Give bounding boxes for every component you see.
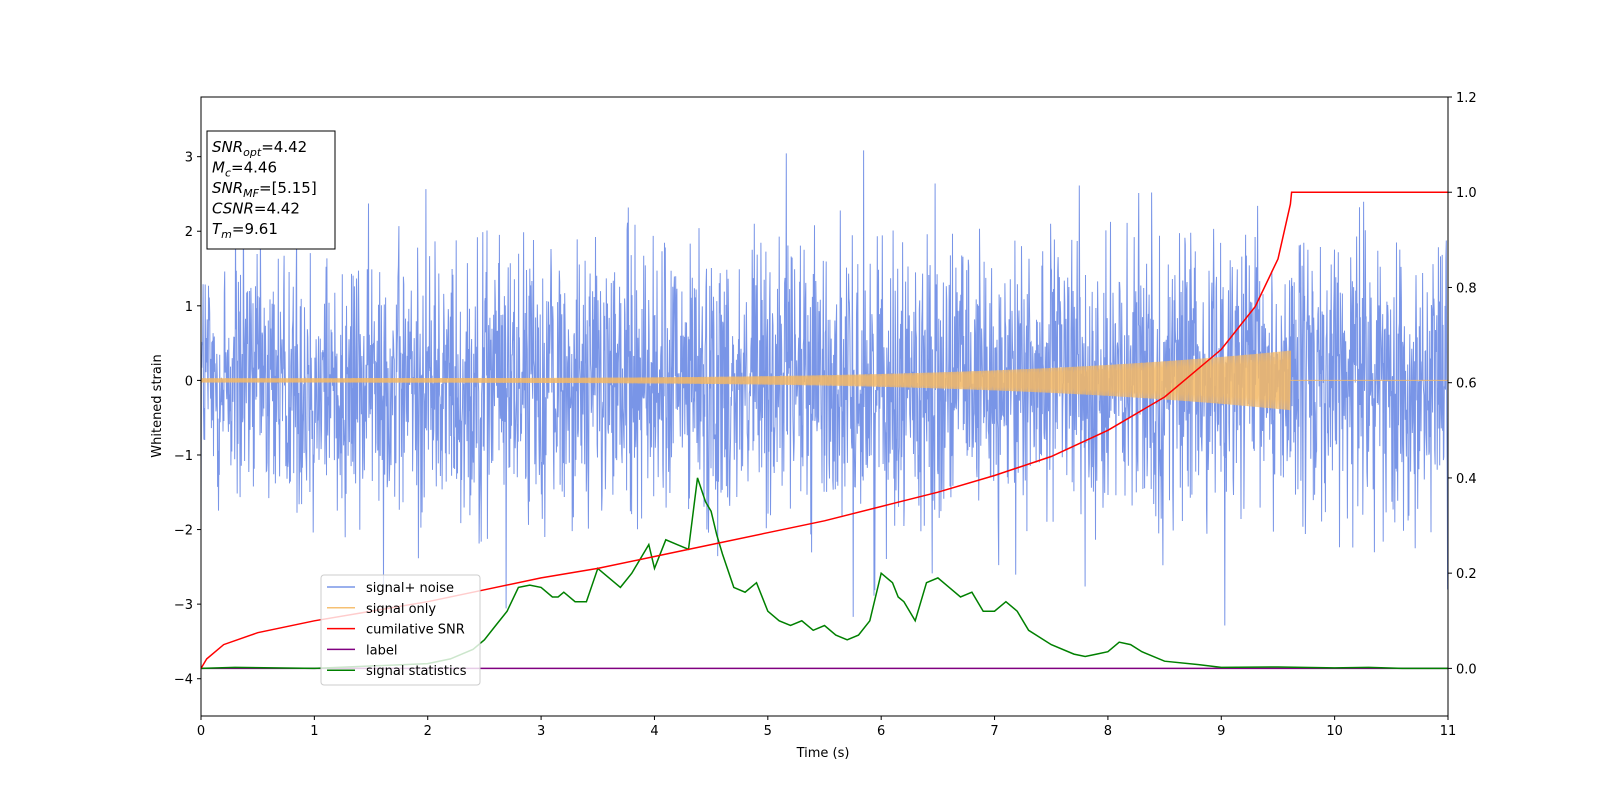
info-box-line: CSNR=4.42 bbox=[212, 200, 300, 218]
y-tick-label: −4 bbox=[174, 673, 193, 688]
x-tick-label: 1 bbox=[310, 724, 318, 739]
x-tick-label: 0 bbox=[197, 724, 205, 739]
y2-tick-label: 0.4 bbox=[1456, 472, 1477, 487]
series-signal-statistics bbox=[201, 477, 1448, 670]
legend-entry: label bbox=[366, 643, 397, 658]
y-axis-ticks: −4 −3 −2 −1 0 1 2 3 bbox=[174, 151, 201, 688]
info-box-line: Tm=9.61 bbox=[212, 220, 278, 241]
x-tick-label: 4 bbox=[650, 724, 658, 739]
y-tick-label: −1 bbox=[174, 449, 193, 464]
plot-frame bbox=[200, 96, 1449, 717]
x-tick-label: 10 bbox=[1326, 724, 1343, 739]
y-tick-label: 2 bbox=[185, 225, 193, 240]
x-tick-label: 3 bbox=[537, 724, 545, 739]
y-axis-label: Whitened strain bbox=[150, 354, 165, 457]
y2-tick-label: 1.2 bbox=[1456, 91, 1477, 106]
series-signal-only bbox=[201, 350, 1448, 411]
legend-entry: signal+ noise bbox=[366, 581, 454, 596]
y-tick-label: 1 bbox=[185, 300, 193, 315]
info-box-line: Mc=4.46 bbox=[212, 159, 277, 180]
x-tick-label: 7 bbox=[990, 724, 998, 739]
legend-entry: signal statistics bbox=[366, 664, 467, 679]
x-tick-label: 11 bbox=[1440, 724, 1457, 739]
legend: signal+ noise signal only cumilative SNR la… bbox=[320, 574, 481, 686]
x-axis-label: Time (s) bbox=[796, 746, 850, 761]
y2-tick-label: 0.0 bbox=[1456, 662, 1477, 677]
y-tick-label: 3 bbox=[185, 151, 193, 166]
y-tick-label: −2 bbox=[174, 524, 193, 539]
info-box-line: SNRopt=4.42 bbox=[212, 138, 307, 159]
y2-axis-ticks: 0.0 0.2 0.4 0.6 0.8 1.0 1.2 bbox=[1448, 91, 1477, 677]
y2-tick-label: 0.2 bbox=[1456, 567, 1477, 582]
legend-entry: cumilative SNR bbox=[366, 623, 465, 638]
y2-tick-label: 0.8 bbox=[1456, 281, 1477, 296]
series-signal-noise bbox=[201, 150, 1448, 626]
y-tick-label: −3 bbox=[174, 598, 193, 613]
x-tick-label: 6 bbox=[877, 724, 885, 739]
x-axis-ticks: 0 1 2 3 4 5 6 7 8 9 10 11 bbox=[197, 716, 1456, 739]
y-tick-label: 0 bbox=[185, 374, 193, 389]
info-box-line: SNRMF=[5.15] bbox=[212, 179, 317, 200]
x-tick-label: 8 bbox=[1104, 724, 1112, 739]
legend-entry: signal only bbox=[366, 602, 436, 617]
y2-tick-label: 1.0 bbox=[1456, 186, 1477, 201]
x-tick-label: 5 bbox=[764, 724, 772, 739]
y2-tick-label: 0.6 bbox=[1456, 377, 1477, 392]
x-tick-label: 9 bbox=[1217, 724, 1225, 739]
x-tick-label: 2 bbox=[424, 724, 432, 739]
